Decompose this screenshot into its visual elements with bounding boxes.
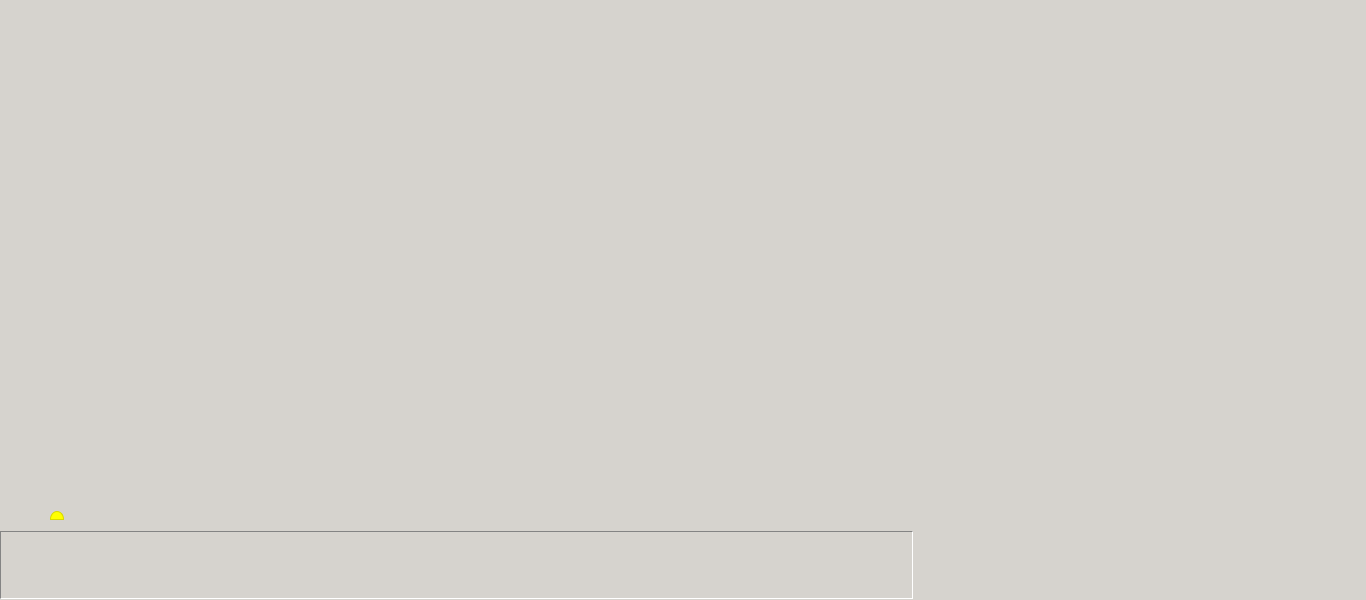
sunrise-icon [50,511,64,520]
weather-chart [0,0,1366,530]
stats-table [0,531,913,599]
